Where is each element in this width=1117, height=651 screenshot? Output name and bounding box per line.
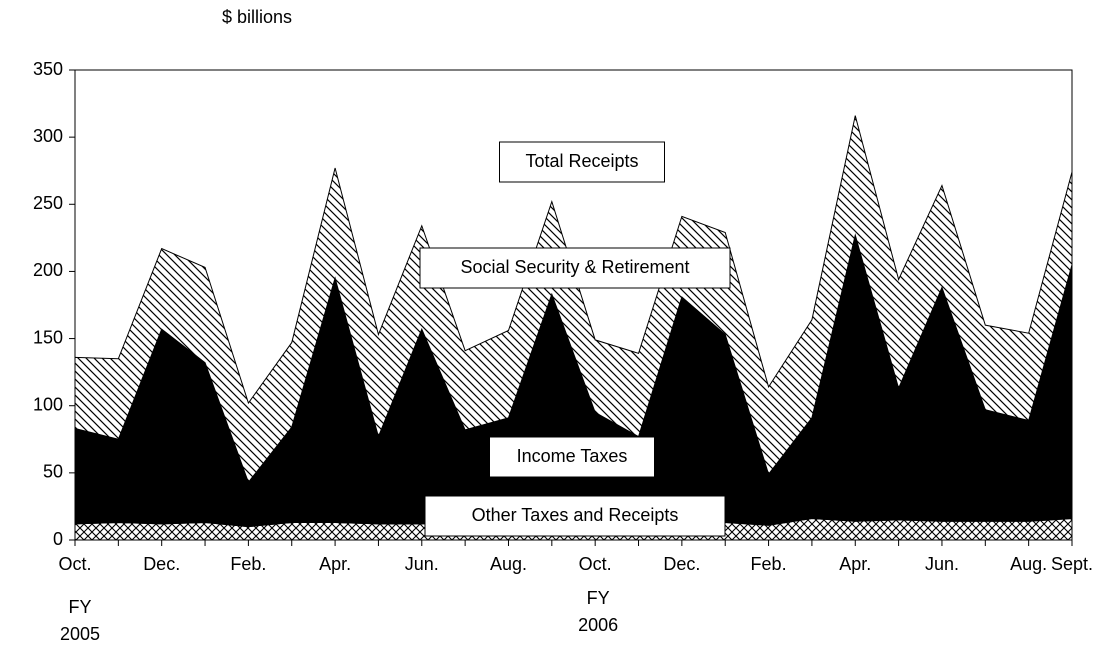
y-axis-label: $ billions (222, 7, 292, 27)
x-tick-label: Feb. (230, 554, 266, 574)
y-tick-label: 200 (33, 260, 63, 280)
y-tick-label: 50 (43, 462, 63, 482)
area-label: Total Receipts (525, 151, 638, 171)
plot-frame (74, 69, 1073, 541)
y-tick-label: 300 (33, 126, 63, 146)
area-label: Social Security & Retirement (460, 257, 689, 277)
x-tick-label: Feb. (751, 554, 787, 574)
x-tick-label: Jun. (405, 554, 439, 574)
x-tick-label: Aug. (490, 554, 527, 574)
x-tick-label: Sept. (1051, 554, 1093, 574)
x-tick-label: Oct. (58, 554, 91, 574)
area-label: Income Taxes (517, 446, 628, 466)
fiscal-year-label: 2006 (578, 615, 618, 635)
x-tick-label: Apr. (839, 554, 871, 574)
fiscal-year-label: 2005 (60, 624, 100, 644)
label-box (489, 436, 655, 478)
label-box (419, 247, 731, 289)
x-tick-label: Oct. (579, 554, 612, 574)
y-tick-label: 250 (33, 193, 63, 213)
x-tick-label: Dec. (143, 554, 180, 574)
y-tick-label: 0 (53, 529, 63, 549)
x-tick-label: Jun. (925, 554, 959, 574)
x-tick-label: Apr. (319, 554, 351, 574)
label-box (424, 495, 726, 537)
x-tick-label: Aug. (1010, 554, 1047, 574)
y-tick-label: 100 (33, 394, 63, 414)
label-box (499, 141, 665, 183)
x-tick-label: Dec. (663, 554, 700, 574)
fiscal-year-label: FY (587, 588, 610, 608)
area-label: Other Taxes and Receipts (472, 505, 679, 525)
y-tick-label: 150 (33, 327, 63, 347)
y-tick-label: 350 (33, 59, 63, 79)
fiscal-year-label: FY (68, 597, 91, 617)
